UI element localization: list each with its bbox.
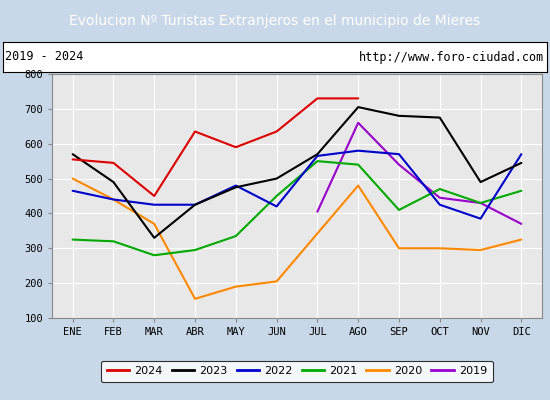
2022 (395, 152, 402, 156)
2020 (477, 248, 484, 252)
2022 (69, 188, 76, 193)
Line: 2024: 2024 (73, 98, 358, 196)
2021 (314, 159, 321, 164)
2021 (395, 208, 402, 212)
2020 (518, 237, 525, 242)
2021 (192, 248, 199, 252)
2023 (233, 185, 239, 190)
Line: 2021: 2021 (73, 161, 521, 255)
2021 (151, 253, 157, 258)
2023 (395, 114, 402, 118)
2023 (355, 105, 361, 110)
2019 (355, 120, 361, 125)
2020 (151, 222, 157, 226)
2022 (355, 148, 361, 153)
2020 (192, 296, 199, 301)
2021 (110, 239, 117, 244)
2023 (110, 180, 117, 184)
2023 (273, 176, 280, 181)
2024 (110, 160, 117, 165)
2024 (355, 96, 361, 101)
2021 (233, 234, 239, 238)
2023 (192, 202, 199, 207)
Legend: 2024, 2023, 2022, 2021, 2020, 2019: 2024, 2023, 2022, 2021, 2020, 2019 (101, 361, 493, 382)
2021 (273, 194, 280, 198)
2020 (110, 197, 117, 202)
2022 (518, 152, 525, 156)
2020 (395, 246, 402, 251)
2021 (518, 188, 525, 193)
2021 (477, 200, 484, 205)
Text: http://www.foro-ciudad.com: http://www.foro-ciudad.com (359, 50, 544, 64)
2023 (69, 152, 76, 156)
2021 (437, 187, 443, 192)
Line: 2019: 2019 (317, 123, 521, 224)
2020 (355, 183, 361, 188)
Text: 2019 - 2024: 2019 - 2024 (6, 50, 84, 64)
2023 (477, 180, 484, 184)
2023 (437, 115, 443, 120)
2023 (151, 236, 157, 240)
2022 (273, 204, 280, 209)
2024 (273, 129, 280, 134)
2022 (314, 154, 321, 158)
2022 (477, 216, 484, 221)
2023 (314, 152, 321, 156)
2019 (437, 195, 443, 200)
2023 (518, 160, 525, 165)
2024 (151, 194, 157, 198)
Line: 2023: 2023 (73, 107, 521, 238)
2019 (518, 222, 525, 226)
2020 (273, 279, 280, 284)
2020 (233, 284, 239, 289)
Line: 2020: 2020 (73, 178, 521, 299)
2024 (314, 96, 321, 101)
2022 (437, 202, 443, 207)
2024 (233, 145, 239, 150)
Text: Evolucion Nº Turistas Extranjeros en el municipio de Mieres: Evolucion Nº Turistas Extranjeros en el … (69, 14, 481, 28)
2022 (110, 197, 117, 202)
2024 (69, 157, 76, 162)
2019 (314, 209, 321, 214)
2020 (437, 246, 443, 251)
2022 (192, 202, 199, 207)
2019 (477, 200, 484, 205)
2024 (192, 129, 199, 134)
Line: 2022: 2022 (73, 151, 521, 219)
2020 (69, 176, 76, 181)
2019 (395, 162, 402, 167)
2022 (233, 183, 239, 188)
2021 (69, 237, 76, 242)
2022 (151, 202, 157, 207)
2021 (355, 162, 361, 167)
